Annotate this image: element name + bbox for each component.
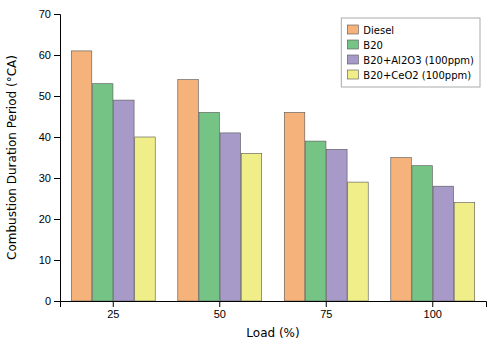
tick-label: 20 (39, 213, 51, 225)
tick: 30 (39, 172, 60, 184)
x-axis: 25 50 75 100 (61, 301, 487, 320)
y-axis: 0 10 20 30 40 50 60 70 (39, 8, 61, 307)
legend-item: B20 (347, 40, 383, 51)
tick-mark (54, 96, 60, 97)
tick-mark (54, 301, 60, 302)
legend-label: B20+Al2O3 (100ppm) (363, 55, 474, 66)
legend-swatch (347, 55, 358, 64)
tick-mark (113, 301, 114, 307)
tick: 75 (320, 301, 332, 320)
tick: 50 (39, 90, 60, 102)
tick-mark (54, 137, 60, 138)
tick-label: 75 (320, 308, 332, 320)
bars (71, 51, 474, 301)
bar-series (92, 84, 432, 301)
bar (178, 80, 199, 301)
legend-frame (341, 18, 480, 87)
tick: 50 (214, 301, 226, 320)
bar (327, 149, 348, 301)
bar-series (135, 137, 475, 301)
bar (284, 112, 305, 301)
axis-line (54, 15, 61, 302)
bar (433, 186, 454, 301)
tick: 20 (39, 213, 60, 225)
legend-label: Diesel (363, 25, 394, 36)
bar (305, 141, 326, 301)
legend: Diesel B20 B20+Al2O3 (100ppm) B20+CeO2 (100… (341, 18, 480, 87)
chart: 25 50 75 100 0 10 20 30 40 50 60 70 Diesel B20 B20+Al2… (0, 0, 500, 347)
tick-mark (326, 301, 327, 307)
tick-label: 0 (45, 295, 51, 307)
tick-mark (54, 178, 60, 179)
bar-series (71, 51, 411, 301)
legend-label: B20+CeO2 (100ppm) (363, 70, 471, 81)
bar (220, 133, 241, 301)
tick-label: 30 (39, 172, 51, 184)
bar (71, 51, 92, 301)
tick-mark (219, 301, 220, 307)
tick-label: 70 (39, 8, 51, 20)
legend-swatch (347, 70, 358, 79)
legend-item: B20+CeO2 (100ppm) (347, 70, 471, 81)
tick: 100 (424, 301, 442, 320)
bar (241, 153, 262, 301)
bar (412, 166, 433, 301)
tick-mark (54, 55, 60, 56)
plot: 25 50 75 100 0 10 20 30 40 50 60 70 Diesel B20 B20+Al2… (39, 8, 487, 320)
tick: 0 (45, 295, 60, 307)
tick-mark (432, 301, 433, 307)
bar (135, 137, 156, 301)
x-axis-title: Load (%) (246, 326, 299, 340)
legend-swatch (347, 25, 358, 34)
tick: 10 (39, 254, 60, 266)
bar (454, 203, 475, 301)
tick-label: 40 (39, 131, 51, 143)
tick: 25 (107, 301, 119, 320)
tick-label: 100 (424, 308, 442, 320)
tick-label: 60 (39, 49, 51, 61)
tick-mark (54, 260, 60, 261)
bar (199, 112, 220, 301)
tick: 70 (39, 8, 60, 20)
tick: 60 (39, 49, 60, 61)
tick-label: 25 (107, 308, 119, 320)
tick-mark (54, 219, 60, 220)
tick-label: 50 (214, 308, 226, 320)
legend-label: B20 (363, 40, 383, 51)
bar-series (114, 100, 454, 301)
tick-label: 50 (39, 90, 51, 102)
legend-item: Diesel (347, 25, 394, 36)
tick-mark (54, 14, 60, 15)
y-axis-title: Combustion Duration Period (°CA) (5, 55, 19, 260)
tick: 40 (39, 131, 60, 143)
axis-line (61, 302, 487, 308)
legend-item: B20+Al2O3 (100ppm) (347, 55, 474, 66)
bar (92, 84, 113, 301)
tick-label: 10 (39, 254, 51, 266)
legend-swatch (347, 40, 358, 49)
bar (348, 182, 369, 301)
bar (114, 100, 135, 301)
bar (391, 158, 412, 302)
